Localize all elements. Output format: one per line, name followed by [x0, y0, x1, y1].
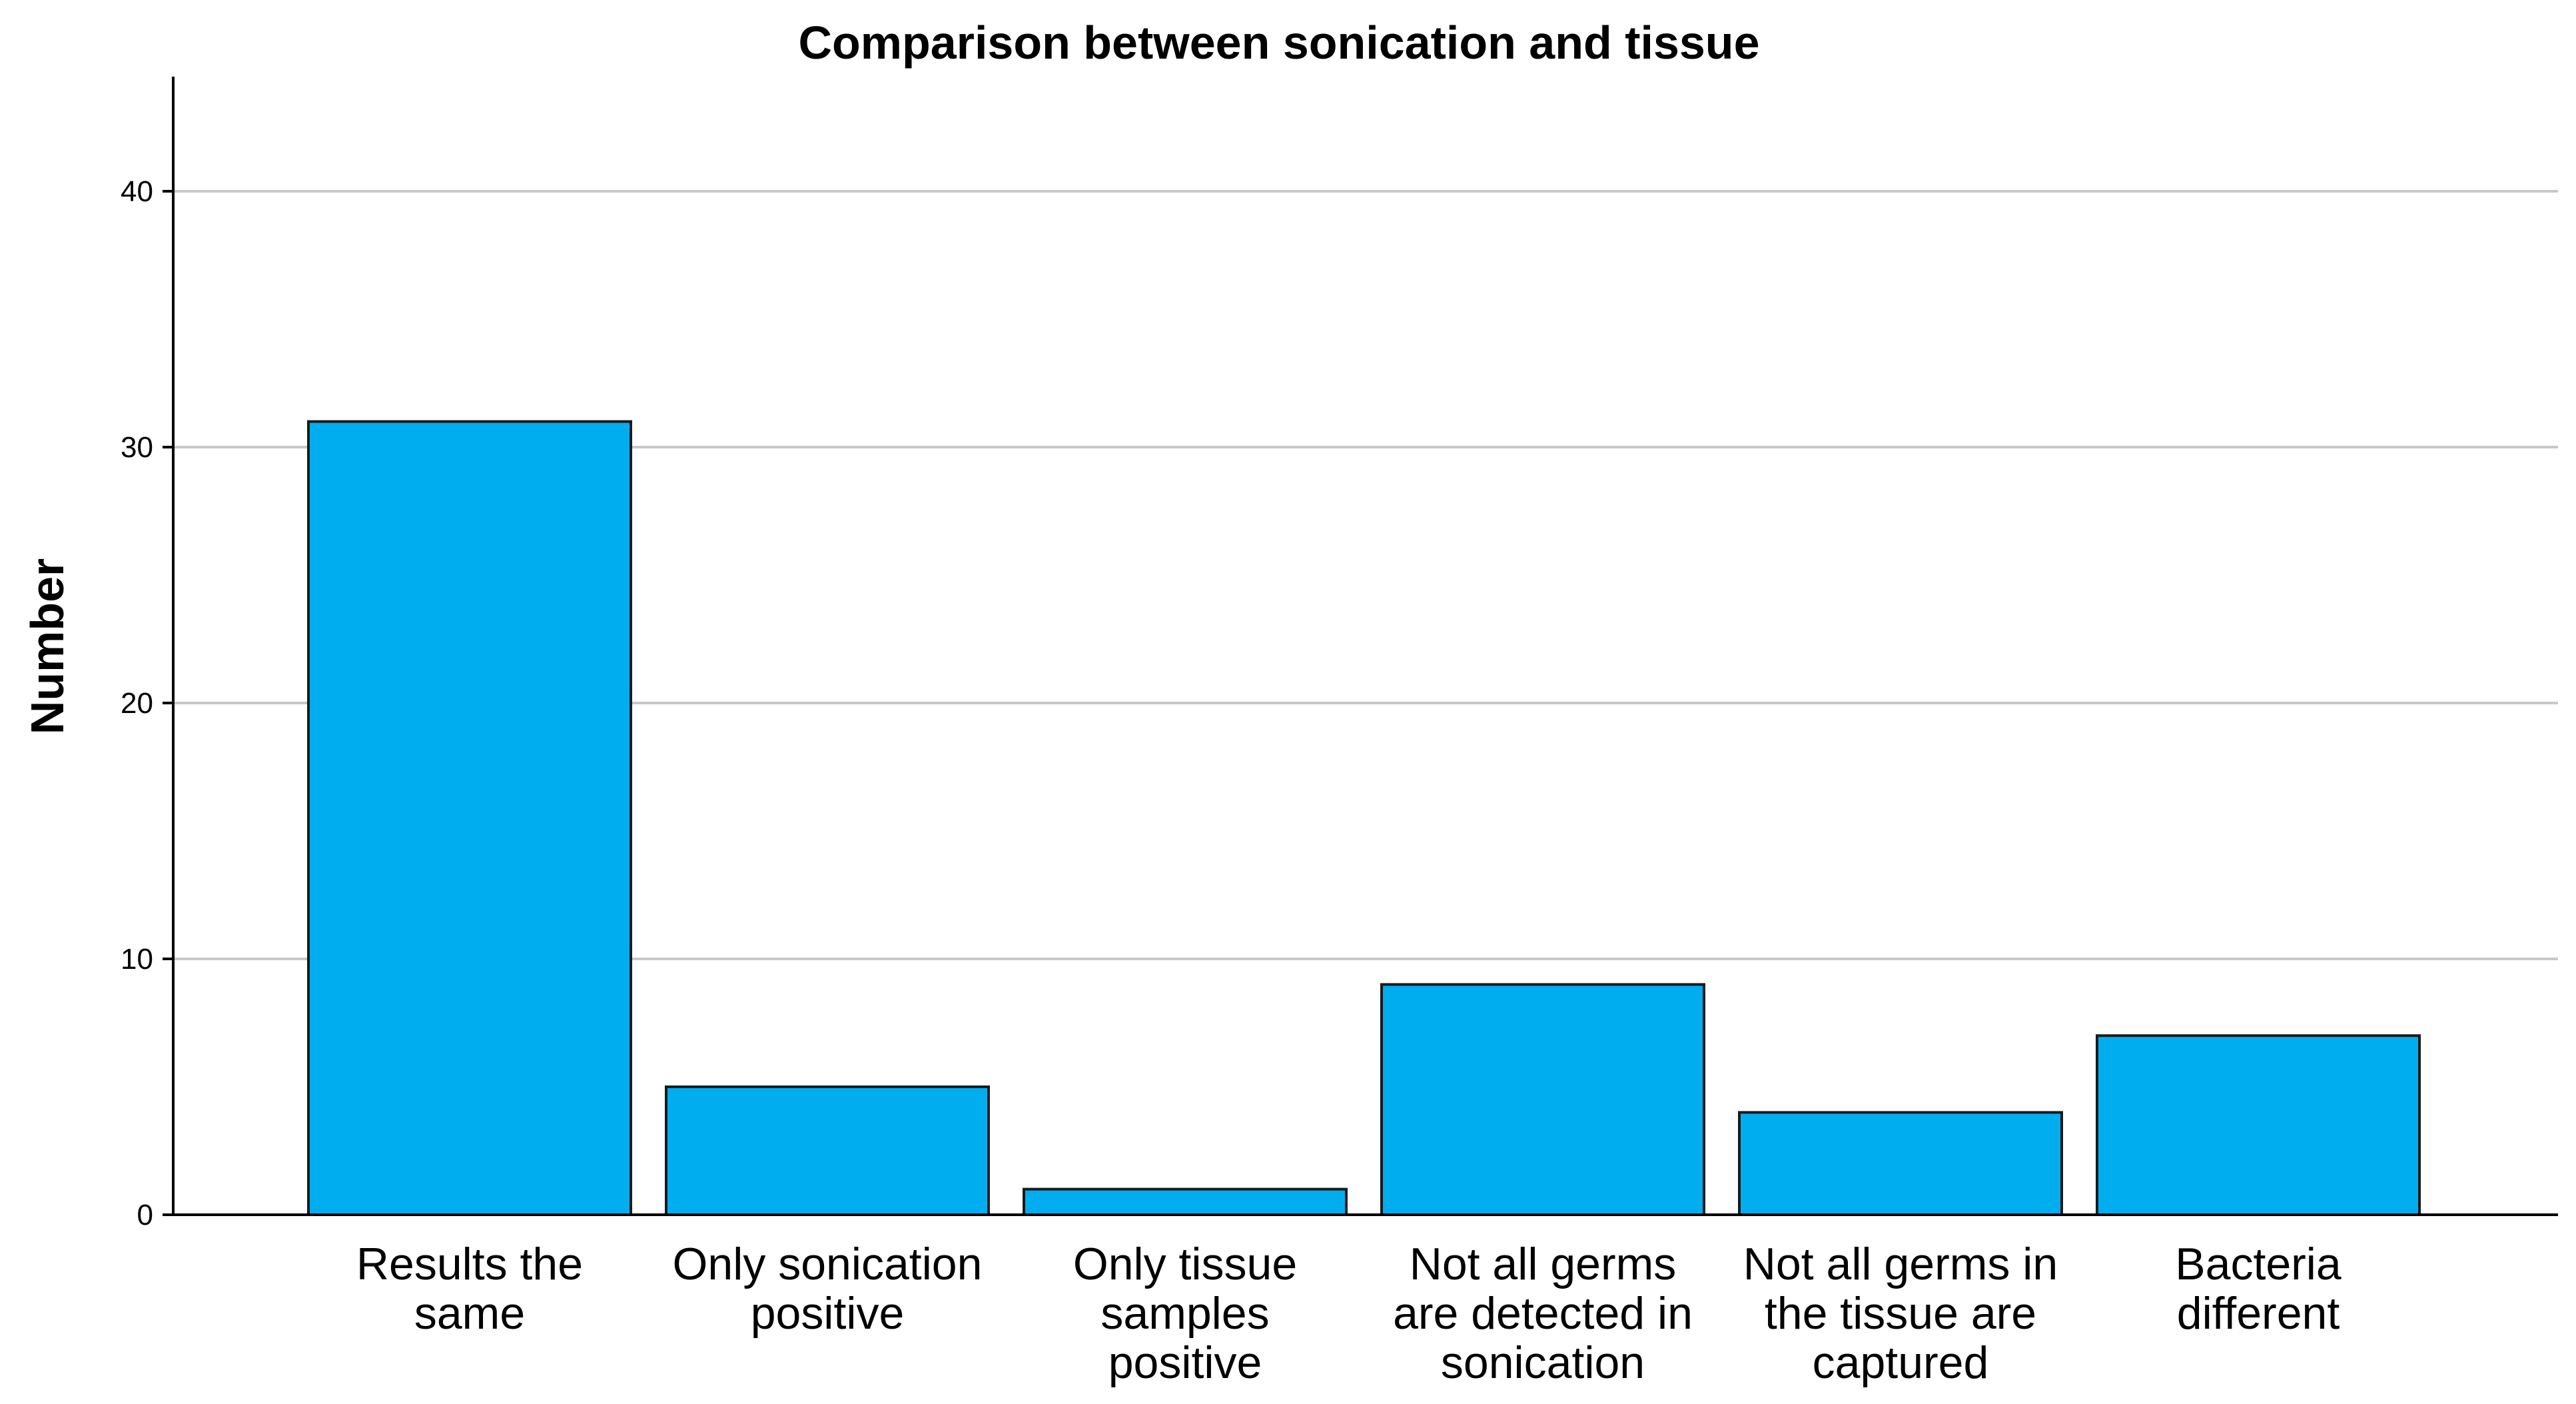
x-tick-label-1: Only sonication positive — [673, 1239, 983, 1339]
y-tick-label-10: 10 — [121, 943, 153, 976]
axes — [172, 77, 2558, 1216]
bar-0 — [307, 420, 632, 1216]
bar-4 — [1738, 1111, 2063, 1217]
x-tick-label-3: Not all germs are detected in sonication — [1393, 1239, 1693, 1388]
bar-3 — [1380, 983, 1705, 1217]
y-tick-labels: 0 10 20 30 40 — [121, 175, 173, 1231]
y-tick-label-20: 20 — [121, 687, 153, 720]
y-tick-label-0: 0 — [137, 1199, 153, 1231]
x-tick-label-2: Only tissue samples positive — [1073, 1239, 1297, 1388]
bar-2 — [1023, 1187, 1348, 1216]
x-tick-label-0: Results the same — [356, 1239, 583, 1339]
y-axis-label: Number — [21, 558, 73, 734]
x-tick-labels: Results the same Only sonication positive On… — [356, 1239, 2342, 1388]
y-tick-label-40: 40 — [121, 175, 153, 208]
bars — [307, 420, 2421, 1217]
x-tick-label-5: Bacteria different — [2175, 1239, 2342, 1339]
y-tick-label-30: 30 — [121, 431, 153, 464]
x-tick-label-4: Not all germs in the tissue are captured — [1743, 1239, 2058, 1388]
bar-5 — [2096, 1034, 2421, 1216]
chart-title: Comparison between sonication and tissue — [798, 17, 1759, 69]
bar-1 — [665, 1085, 990, 1216]
